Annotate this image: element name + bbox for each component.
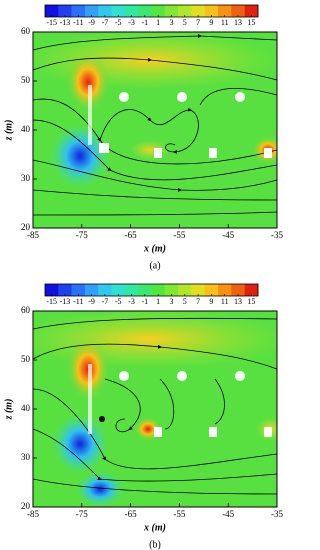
- colorbar-cell: [111, 284, 126, 296]
- x-tick-label: -45: [222, 509, 234, 519]
- y-tick-label: 20: [21, 222, 31, 232]
- x-tick-label: -55: [173, 230, 185, 240]
- colorbar-label: 9: [209, 297, 213, 306]
- colorbar-cell: [178, 5, 192, 17]
- colorbar-cell: [151, 284, 166, 296]
- colorbar-label: -1: [142, 18, 149, 27]
- colorbar-label: -3: [128, 18, 135, 27]
- x-tick-label: -55: [173, 509, 185, 519]
- x-tick-label: -85: [27, 230, 39, 240]
- colorbar-label: 3: [169, 18, 173, 27]
- y-tick-label: 40: [21, 403, 31, 413]
- colorbar-label: 9: [209, 18, 213, 27]
- colorbar-cell: [218, 284, 232, 296]
- colorbar-cell: [138, 284, 152, 296]
- colorbar-cell: [204, 284, 219, 296]
- x-tick-label: -45: [222, 230, 234, 240]
- colorbar-cell: [191, 284, 206, 296]
- y-tick-label: 50: [21, 75, 31, 85]
- x-tick-label: -35: [271, 509, 283, 519]
- colorbar-cell: [45, 284, 59, 296]
- y-axis-label: z (m): [3, 120, 14, 142]
- colorbar-label: -13: [60, 297, 71, 306]
- colorbar-label: -15: [46, 297, 57, 306]
- colorbar-label: 1: [156, 18, 160, 27]
- colorbar-cell: [71, 284, 86, 296]
- colorbar-label: -9: [88, 297, 95, 306]
- colorbar-cell: [231, 284, 245, 296]
- colorbar-cell: [84, 284, 99, 296]
- colorbar-label: 1: [156, 297, 160, 306]
- figure: -15 -13 -11 -9 -7 -5 -3 -1 1 3 5 7 9 11 13 15-85 -75 -65-…: [3, 4, 283, 550]
- y-tick-label: 20: [21, 501, 31, 511]
- colorbar-label: 7: [196, 297, 200, 306]
- colorbar-cell: [244, 5, 259, 17]
- y-tick-label: 40: [21, 124, 31, 134]
- x-tick-label: -85: [27, 509, 39, 519]
- colorbar-label: 11: [221, 297, 229, 306]
- colorbar-label: -3: [128, 297, 135, 306]
- colorbar-cell: [45, 5, 59, 17]
- colorbar-cell: [164, 284, 179, 296]
- colorbar-label: 11: [221, 18, 229, 27]
- colorbar-cell: [138, 5, 152, 17]
- field: [33, 32, 277, 228]
- caption: (a): [149, 260, 160, 271]
- colorbar-label: -7: [102, 297, 109, 306]
- colorbar-cell: [111, 5, 126, 17]
- colorbar-label: -11: [73, 297, 83, 306]
- colorbar-cell: [71, 5, 86, 17]
- colorbar-label: -11: [73, 18, 83, 27]
- panel-b: -15 -13 -11 -9 -7 -5 -3 -1 1 3 5 7 9 11 13 15-85 -75 -65-…: [3, 283, 283, 550]
- colorbar-label: -7: [102, 18, 109, 27]
- field: [33, 311, 277, 507]
- colorbar-label: 7: [196, 18, 200, 27]
- colorbar-label: -15: [46, 18, 57, 27]
- colorbar-cell: [58, 284, 72, 296]
- x-tick-label: -65: [125, 509, 137, 519]
- colorbar-cell: [98, 5, 112, 17]
- colorbar-cell: [178, 284, 192, 296]
- colorbar-cell: [124, 284, 139, 296]
- y-tick-label: 30: [21, 452, 31, 462]
- y-tick-label: 50: [21, 354, 31, 364]
- colorbar-label: 13: [234, 18, 242, 27]
- panel-a: -15 -13 -11 -9 -7 -5 -3 -1 1 3 5 7 9 11 13 15-85 -75 -65-…: [3, 4, 283, 271]
- colorbar-cell: [244, 284, 259, 296]
- colorbar-label: 5: [183, 297, 187, 306]
- colorbar-label: 15: [247, 297, 255, 306]
- x-axis-label: x (m): [143, 243, 166, 254]
- colorbar-label: -9: [88, 18, 95, 27]
- colorbar-label: 5: [183, 18, 187, 27]
- colorbar-frame: [44, 4, 259, 18]
- colorbar-cell: [218, 5, 232, 17]
- x-tick-label: -35: [271, 230, 283, 240]
- colorbar-label: -5: [115, 297, 122, 306]
- y-tick-label: 60: [21, 26, 31, 36]
- colorbar-cell: [191, 5, 206, 17]
- colorbar-frame: [44, 283, 259, 297]
- caption: (b): [149, 539, 161, 550]
- colorbar-label: -1: [142, 297, 149, 306]
- x-tick-label: -65: [125, 230, 137, 240]
- colorbar-cell: [58, 5, 72, 17]
- x-axis-label: x (m): [143, 522, 166, 533]
- colorbar-label: 15: [247, 18, 255, 27]
- colorbar-cell: [204, 5, 219, 17]
- x-tick-label: -75: [76, 509, 88, 519]
- colorbar-cell: [151, 5, 166, 17]
- colorbar-label: 13: [234, 297, 242, 306]
- x-tick-label: -75: [76, 230, 88, 240]
- colorbar-cell: [124, 5, 139, 17]
- colorbar-cell: [84, 5, 99, 17]
- colorbar-label: -13: [60, 18, 71, 27]
- colorbar-cell: [231, 5, 245, 17]
- colorbar-cell: [98, 284, 112, 296]
- y-axis-label: z (m): [3, 399, 14, 421]
- colorbar-label: -5: [115, 18, 122, 27]
- colorbar-label: 3: [169, 297, 173, 306]
- y-tick-label: 60: [21, 305, 31, 315]
- colorbar-cell: [164, 5, 179, 17]
- y-tick-label: 30: [21, 173, 31, 183]
